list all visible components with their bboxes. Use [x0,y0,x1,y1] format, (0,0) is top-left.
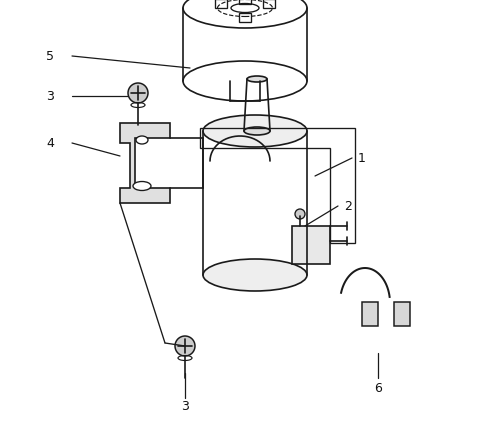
FancyBboxPatch shape [394,302,410,326]
FancyBboxPatch shape [362,302,378,326]
Polygon shape [120,123,170,203]
Ellipse shape [203,115,307,147]
Ellipse shape [247,76,267,82]
Text: 5: 5 [46,49,54,63]
Text: 2: 2 [344,199,352,212]
Ellipse shape [244,127,270,135]
Text: 6: 6 [374,382,382,395]
FancyBboxPatch shape [292,226,330,264]
Text: 1: 1 [358,151,366,164]
Ellipse shape [133,181,151,190]
Circle shape [175,336,195,356]
Text: 3: 3 [46,90,54,103]
Ellipse shape [136,136,148,144]
Text: 3: 3 [181,400,189,413]
Circle shape [128,83,148,103]
Circle shape [295,209,305,219]
Text: 4: 4 [46,137,54,150]
Ellipse shape [203,259,307,291]
